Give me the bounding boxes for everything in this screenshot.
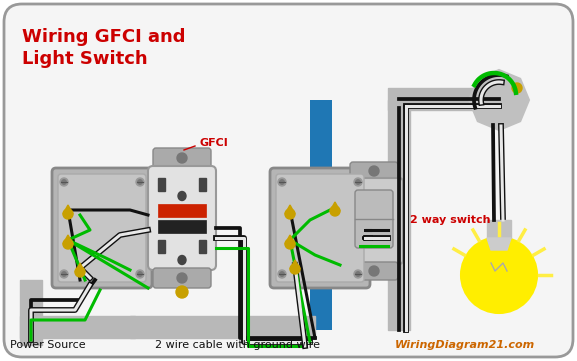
FancyBboxPatch shape — [270, 168, 370, 288]
Circle shape — [138, 180, 142, 184]
Circle shape — [280, 272, 284, 276]
FancyBboxPatch shape — [148, 166, 216, 270]
Circle shape — [369, 266, 379, 276]
Circle shape — [60, 178, 68, 186]
Bar — [487, 220, 511, 238]
Circle shape — [60, 270, 68, 278]
Circle shape — [63, 239, 73, 249]
Circle shape — [278, 178, 286, 186]
Circle shape — [177, 273, 187, 283]
Polygon shape — [469, 70, 529, 130]
Circle shape — [62, 180, 66, 184]
FancyBboxPatch shape — [58, 174, 146, 282]
Bar — [388, 100, 410, 330]
FancyBboxPatch shape — [153, 268, 211, 288]
Bar — [20, 280, 42, 345]
Circle shape — [138, 272, 142, 276]
Bar — [310, 100, 332, 330]
FancyBboxPatch shape — [4, 4, 573, 357]
Circle shape — [369, 166, 379, 176]
Bar — [158, 178, 165, 191]
FancyBboxPatch shape — [350, 262, 398, 280]
Circle shape — [461, 237, 537, 313]
Text: 2 wire cable with ground wire: 2 wire cable with ground wire — [155, 340, 320, 350]
Circle shape — [62, 272, 66, 276]
Bar — [199, 240, 206, 253]
Bar — [158, 204, 206, 217]
Circle shape — [278, 270, 286, 278]
Text: GFCI: GFCI — [200, 138, 228, 148]
Circle shape — [285, 209, 295, 219]
Circle shape — [280, 180, 284, 184]
FancyBboxPatch shape — [355, 190, 393, 248]
Polygon shape — [285, 235, 295, 244]
FancyBboxPatch shape — [153, 148, 211, 168]
FancyBboxPatch shape — [345, 178, 403, 264]
Bar — [20, 316, 135, 338]
FancyBboxPatch shape — [52, 168, 152, 288]
Polygon shape — [63, 205, 73, 214]
Ellipse shape — [178, 256, 186, 265]
Text: WiringDiagram21.com: WiringDiagram21.com — [395, 340, 535, 350]
Polygon shape — [63, 235, 73, 244]
Circle shape — [354, 178, 362, 186]
Bar — [388, 100, 410, 330]
Circle shape — [512, 83, 522, 93]
Bar — [158, 240, 165, 253]
Polygon shape — [285, 205, 295, 214]
Text: Light Switch: Light Switch — [22, 50, 148, 68]
Circle shape — [136, 270, 144, 278]
Bar — [388, 88, 508, 110]
Polygon shape — [487, 238, 511, 250]
Polygon shape — [330, 202, 340, 211]
Ellipse shape — [178, 191, 186, 200]
Bar — [158, 220, 206, 233]
Circle shape — [356, 180, 360, 184]
Circle shape — [354, 270, 362, 278]
Text: Power Source: Power Source — [10, 340, 85, 350]
Bar — [130, 316, 315, 338]
Circle shape — [285, 239, 295, 249]
Circle shape — [290, 264, 300, 274]
Circle shape — [176, 286, 188, 298]
Circle shape — [75, 267, 85, 277]
Circle shape — [63, 209, 73, 219]
Circle shape — [330, 206, 340, 216]
Circle shape — [356, 272, 360, 276]
Bar — [130, 316, 315, 338]
Bar — [388, 88, 508, 110]
FancyBboxPatch shape — [350, 162, 398, 180]
Bar — [199, 178, 206, 191]
Circle shape — [177, 153, 187, 163]
Bar — [20, 280, 42, 345]
Polygon shape — [75, 263, 85, 272]
Text: 2 way switch: 2 way switch — [410, 215, 490, 225]
Bar — [20, 316, 135, 338]
FancyBboxPatch shape — [276, 174, 364, 282]
Circle shape — [136, 178, 144, 186]
Polygon shape — [290, 260, 300, 269]
Text: Wiring GFCI and: Wiring GFCI and — [22, 28, 185, 46]
